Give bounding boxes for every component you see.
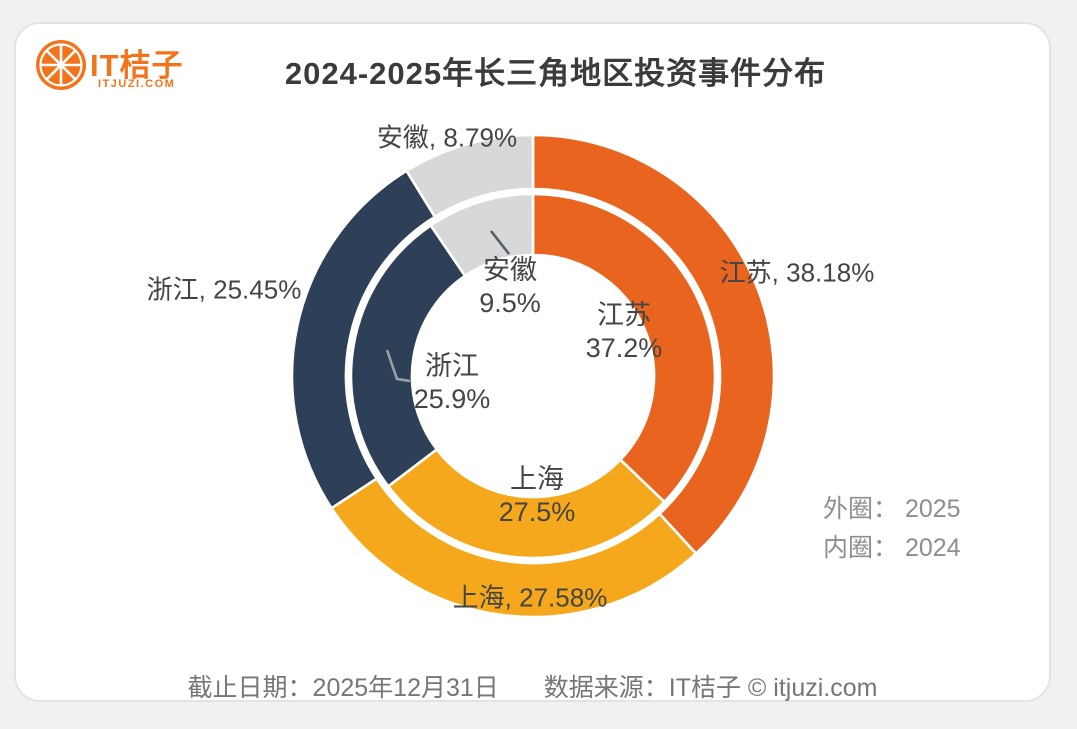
slice-inner-3 bbox=[428, 192, 535, 278]
slice-inner-1 bbox=[386, 447, 667, 560]
inner-label-anhui: 安徽 9.5% bbox=[479, 255, 541, 318]
inner-label-shanghai: 上海 27.5% bbox=[498, 464, 576, 527]
chart-footer: 截止日期：2025年12月31日 数据来源：IT桔子 © itjuzi.com bbox=[16, 668, 1049, 704]
orange-fruit-icon bbox=[36, 40, 86, 90]
chart-card: IT桔子 ITJUZI.COM 2024-2025年长三角地区投资事件分布 江苏… bbox=[14, 22, 1051, 702]
donut-chart: 江苏, 38.18% 上海, 27.58% 浙江, 25.45% 安徽, 8.7… bbox=[16, 24, 1053, 704]
legend-inner-ring: 内圈： 2024 bbox=[823, 534, 961, 562]
cutoff-date: 截止日期：2025年12月31日 bbox=[187, 674, 499, 702]
logo-text: IT桔子 bbox=[90, 48, 184, 83]
ring-legend: 外圈： 2025 内圈： 2024 bbox=[823, 490, 961, 568]
slice-outer-0 bbox=[531, 133, 776, 556]
slice-inner-0 bbox=[531, 192, 717, 504]
legend-outer-ring: 外圈： 2025 bbox=[823, 495, 961, 523]
outer-label-jiangsu: 江苏, 38.18% bbox=[719, 257, 875, 288]
outer-label-shanghai: 上海, 27.58% bbox=[452, 582, 608, 613]
logo-domain-text: ITJUZI.COM bbox=[98, 78, 176, 90]
inner-label-zhejiang: 浙江 25.9% bbox=[413, 351, 491, 414]
outer-label-zhejiang: 浙江, 25.45% bbox=[146, 274, 302, 305]
data-source: 数据来源：IT桔子 © itjuzi.com bbox=[543, 674, 878, 702]
itjuzi-logo: IT桔子 ITJUZI.COM bbox=[32, 36, 252, 116]
slice-outer-3 bbox=[404, 133, 535, 219]
outer-label-anhui: 安徽, 8.79% bbox=[376, 122, 518, 153]
page-title: 2024-2025年长三角地区投资事件分布 bbox=[284, 56, 827, 91]
inner-label-jiangsu: 江苏 37.2% bbox=[585, 300, 663, 363]
